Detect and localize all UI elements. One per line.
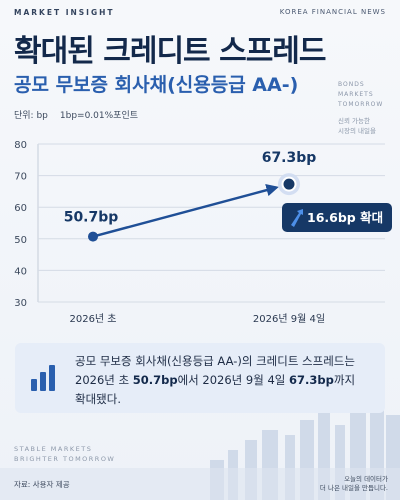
footer-tagline: 오늘의 데이터가 더 나은 내일을 만듭니다. [320, 475, 388, 493]
y-tick-label: 30 [14, 298, 27, 309]
kicker: MARKET INSIGHT [14, 8, 115, 17]
side-line: BONDS [338, 81, 365, 88]
side-tagline: 신뢰 가능한 시장의 내일을 [338, 116, 376, 136]
y-tick-label: 40 [14, 266, 27, 277]
source: 자료: 사용자 제공 [14, 480, 70, 489]
skyline [0, 390, 400, 500]
summary-line: 공모 무보증 회사채(신용등급 AA-)의 크레디트 스프레드는 [75, 352, 355, 371]
summary-segment: 확대됐다. [75, 392, 121, 406]
annotation-text: 16.6bp 확대 [307, 210, 383, 225]
summary-text: 공모 무보증 회사채(신용등급 AA-)의 크레디트 스프레드는 2026년 초 … [75, 352, 355, 409]
point [281, 176, 297, 192]
chart-title: 확대된 크레디트 스프레드 [14, 34, 326, 69]
unit: 단위: bp [14, 111, 48, 121]
y-tick-label: 50 [14, 235, 27, 246]
motto: STABLE MARKETS BRIGHTER TOMORROW [14, 444, 115, 464]
x-tick-label: 2026년 초 [69, 313, 116, 325]
side-line: MARKETS [338, 91, 374, 98]
unit-definition: 1bp=0.01%포인트 [59, 111, 139, 121]
summary-segment: 2026년 초 [75, 373, 133, 387]
summary-segment: 공모 무보증 회사채(신용등급 AA-)의 크레디트 스프레드는 [75, 354, 355, 368]
tag-line: 오늘의 데이터가 [344, 475, 388, 483]
annotation-icon [291, 209, 303, 227]
value-label: 67.3bp [262, 150, 317, 166]
bar-icon [31, 365, 55, 391]
motto-line: STABLE MARKETS [14, 445, 93, 453]
point [88, 231, 98, 242]
annotation-badge [282, 203, 392, 232]
motto-line: BRIGHTER TOMORROW [14, 455, 116, 463]
side-tag-line: 신뢰 가능한 [338, 117, 370, 125]
chart: 30 40 50 60 70 80 2026년 초 2026년 9월 4일 50.7bp 67.3… [14, 140, 392, 325]
y-tick-label: 80 [14, 140, 27, 151]
side-note: BONDS MARKETS TOMORROW [338, 80, 383, 110]
brand: KOREA FINANCIAL NEWS [279, 8, 386, 16]
summary-segment: 에서 2026년 9월 4일 [177, 373, 290, 387]
side-tag-line: 시장의 내일을 [338, 127, 376, 135]
summary-segment: 까지 [333, 373, 356, 387]
summary-line: 2026년 초 50.7bp에서 2026년 9월 4일 67.3bp까지 [75, 371, 355, 390]
x-tick-label: 2026년 9월 4일 [253, 313, 325, 325]
y-tick-label: 70 [14, 172, 27, 183]
summary-emphasis: 50.7bp [132, 373, 178, 387]
side-line: TOMORROW [338, 101, 384, 108]
series-line [92, 184, 279, 238]
chart-subtitle: 공모 무보증 회사채(신용등급 AA-) [14, 74, 299, 96]
tag-line: 더 나은 내일을 만듭니다. [319, 484, 388, 492]
y-tick-label: 60 [14, 203, 27, 214]
summary-line: 확대됐다. [75, 390, 355, 409]
value-label: 50.7bp [64, 210, 119, 226]
summary-box [15, 343, 385, 413]
summary-emphasis: 67.3bp [289, 373, 334, 387]
unit-note: 단위: bp 1bp=0.01%포인트 [14, 108, 138, 121]
